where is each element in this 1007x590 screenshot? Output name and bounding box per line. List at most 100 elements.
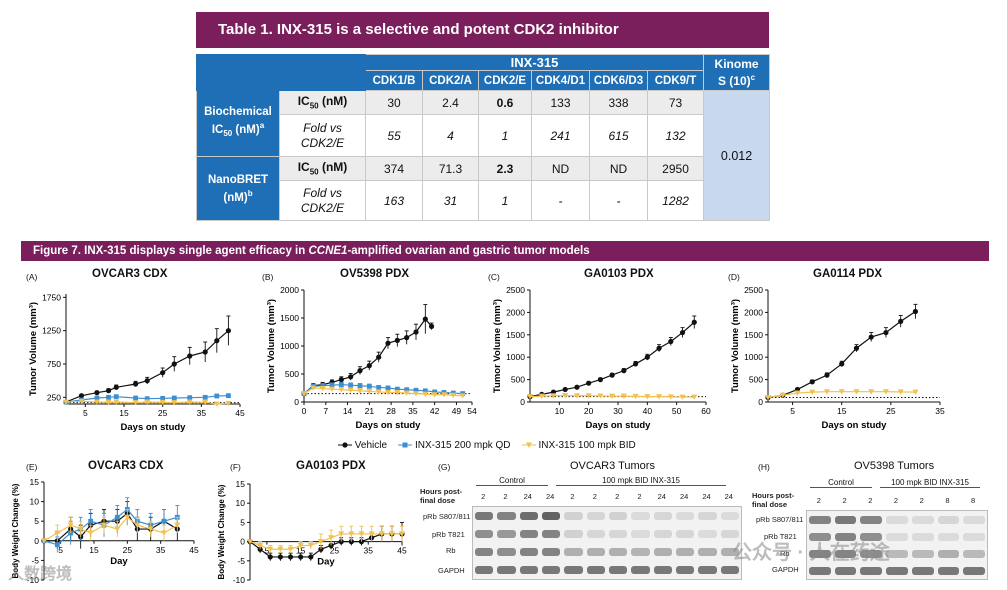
data-point <box>358 531 365 537</box>
data-point <box>144 396 150 402</box>
x-tick-label: 49 <box>452 406 462 416</box>
series-line <box>529 394 695 398</box>
data-point <box>214 338 220 344</box>
data-point <box>621 368 627 374</box>
blot-band <box>497 512 516 520</box>
blot-band <box>564 530 583 538</box>
data-point <box>41 538 47 544</box>
blot-band <box>963 549 985 558</box>
table-cell: 71.3 <box>422 156 479 181</box>
blot-lane-label: 24 <box>523 492 532 501</box>
blot-g-hours-label: Hours post-final dose <box>420 487 463 505</box>
legend-qd-marker <box>398 442 413 448</box>
blot-lane-label: 24 <box>545 492 555 501</box>
data-point <box>691 394 698 400</box>
data-point <box>765 395 771 401</box>
x-axis-label: Days on study <box>121 422 187 433</box>
y-axis-label: Tumor Volume (mm³) <box>730 299 741 393</box>
data-point <box>101 522 107 528</box>
watermark-right: 公众号 · 人在药途 <box>732 542 890 564</box>
data-point <box>428 323 435 329</box>
data-point <box>63 399 69 405</box>
data-point <box>134 518 140 524</box>
blot-band <box>720 530 739 538</box>
data-point <box>41 538 47 544</box>
series-line <box>303 384 463 395</box>
table-cell: 132 <box>646 114 705 157</box>
data-point <box>226 393 231 399</box>
table-cell: 30 <box>365 90 423 115</box>
data-point <box>357 368 363 374</box>
data-point <box>114 518 120 524</box>
y-axis-label: Tumor Volume (mm³) <box>492 299 503 393</box>
blot-h-treated-label: 100 mpk BID INX-315 <box>880 478 980 488</box>
blot-band <box>937 549 960 558</box>
y-tick-label: 1500 <box>280 313 299 323</box>
panel-label-h: (H) <box>758 462 770 472</box>
data-point <box>287 546 294 553</box>
panel-label-f: (F) <box>230 462 241 472</box>
data-point <box>399 531 405 537</box>
y-tick-label: 2000 <box>280 285 299 295</box>
data-point <box>882 389 889 395</box>
x-tick-label: 5 <box>58 545 63 555</box>
data-point <box>202 399 209 406</box>
series-line <box>65 395 229 403</box>
data-point <box>277 546 284 553</box>
data-point <box>78 393 85 399</box>
x-axis-label: Day <box>110 556 128 567</box>
data-point <box>824 372 830 378</box>
blot-band <box>911 566 934 575</box>
table-cell: 133 <box>531 90 590 115</box>
blot-h-row-label: Rb <box>780 549 790 558</box>
blot-g-row-label: pRb T821 <box>432 530 465 539</box>
data-point <box>394 337 400 343</box>
x-tick-label: 40 <box>643 406 653 416</box>
y-tick-label: 5 <box>240 517 245 527</box>
blot-band <box>834 532 857 541</box>
data-point <box>389 531 395 537</box>
data-point <box>853 345 860 351</box>
blot-band <box>519 566 538 574</box>
chart-e-title: OVCAR3 CDX <box>88 460 164 472</box>
data-point <box>586 380 592 386</box>
blot-band <box>586 530 605 538</box>
data-point <box>385 340 391 346</box>
data-point <box>54 530 61 536</box>
blot-band <box>653 512 672 520</box>
data-point <box>160 395 166 401</box>
legend-bid-marker <box>521 442 536 449</box>
x-tick-label: 30 <box>613 406 623 416</box>
y-tick-label: 500 <box>285 369 299 379</box>
blot-g-control-label: Control <box>476 476 548 486</box>
blot-band <box>860 566 883 575</box>
data-point <box>214 393 220 399</box>
data-point <box>186 399 193 405</box>
legend-bid-label: INX-315 100 mpk BID <box>538 440 636 451</box>
data-point <box>823 389 830 395</box>
panel-label-e: (E) <box>26 462 38 472</box>
table-cell: 2.4 <box>422 90 479 115</box>
blot-lane-label: 2 <box>481 492 486 501</box>
data-point <box>132 400 139 406</box>
data-point <box>106 394 111 400</box>
table-cell: 1282 <box>646 180 705 221</box>
data-point <box>329 382 335 388</box>
blot-band <box>676 548 695 556</box>
data-point <box>459 393 466 399</box>
table-cell: - <box>589 180 648 221</box>
data-point <box>320 383 326 389</box>
data-point <box>328 542 334 549</box>
blot-h-title: OV5398 Tumors <box>854 460 935 472</box>
data-point <box>348 531 355 537</box>
blot-band <box>497 566 516 574</box>
blot-band <box>720 512 739 520</box>
data-point <box>87 530 94 536</box>
blot-band <box>937 566 960 575</box>
data-point <box>328 535 335 541</box>
data-point <box>113 399 120 405</box>
data-point <box>308 554 314 560</box>
data-point <box>385 389 391 396</box>
data-point <box>597 393 604 399</box>
blot-g-title: OVCAR3 Tumors <box>570 460 655 472</box>
